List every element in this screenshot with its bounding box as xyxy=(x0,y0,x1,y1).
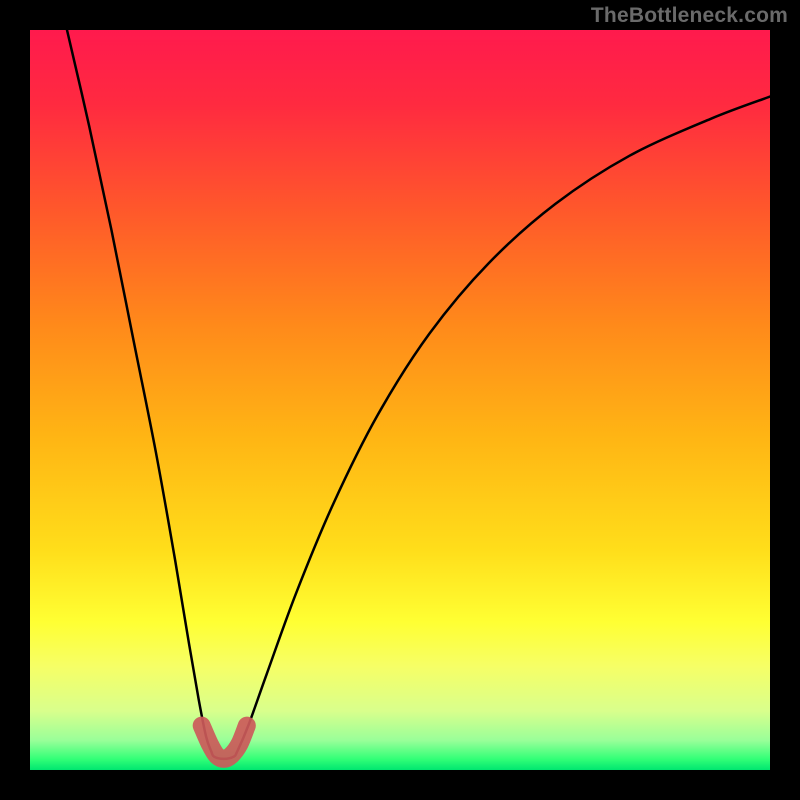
bottleneck-chart xyxy=(30,30,770,770)
root-container: TheBottleneck.com xyxy=(0,0,800,800)
watermark-text: TheBottleneck.com xyxy=(591,4,788,28)
